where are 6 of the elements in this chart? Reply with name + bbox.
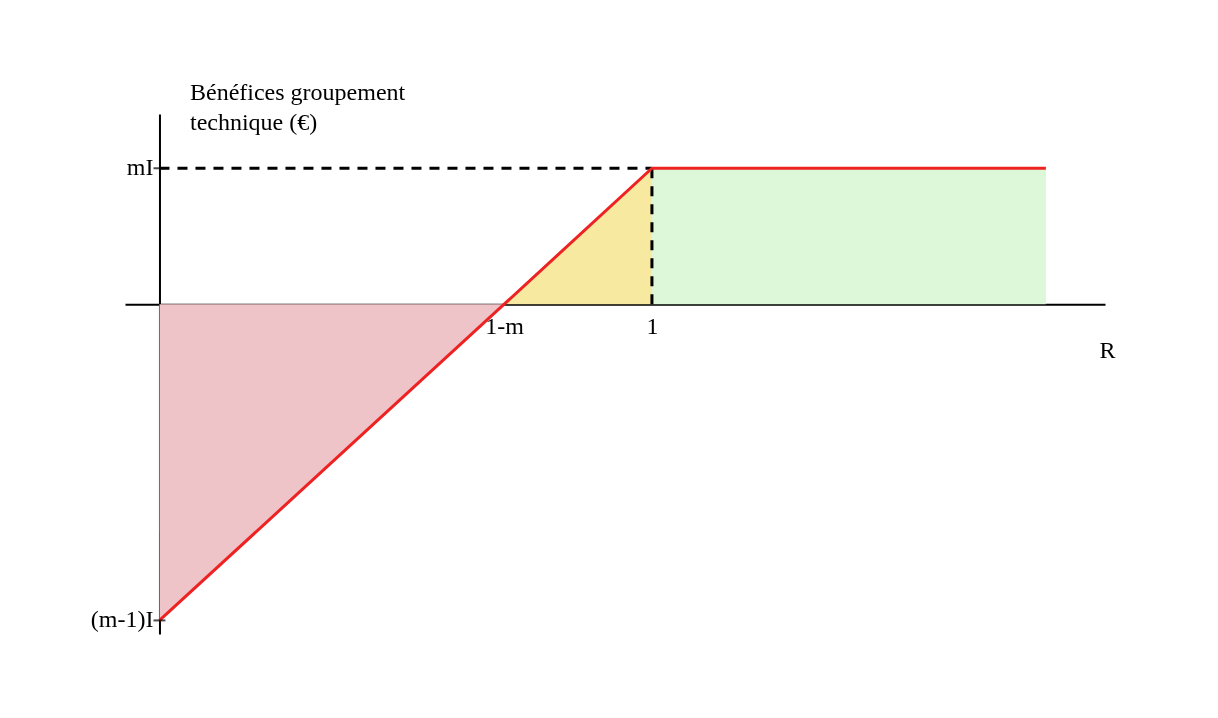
x-tick-label: 1 [646, 312, 659, 339]
y-axis-title: Bénéfices groupement technique (€) [189, 78, 406, 135]
annotation: mI [126, 154, 154, 181]
x-tick-label: 1-m [485, 312, 525, 339]
annotation: (m-1)I [90, 606, 154, 633]
x-axis-title: R [1099, 336, 1116, 363]
